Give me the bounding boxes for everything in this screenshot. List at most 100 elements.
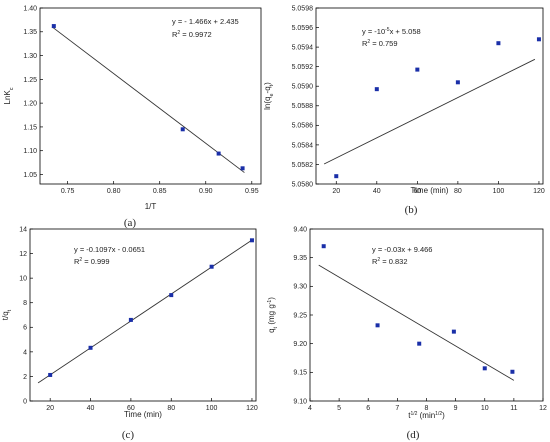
x-tick-label: 60 [127,405,135,412]
y-tick-label: 1.35 [23,29,37,36]
data-point [536,37,541,42]
y-tick-label: 5.0582 [292,162,314,169]
data-point [240,166,245,171]
x-tick-label: 40 [373,188,381,195]
x-tick-label: 40 [87,405,95,412]
data-point [417,341,422,346]
r-squared-text: R2 = 0.9972 [172,30,212,39]
y-tick-label: 9.30 [293,284,307,291]
r-squared-text: R2 = 0.999 [74,257,110,266]
equation-text: y = -0.1097x - 0.0651 [74,245,145,254]
y-tick-label: 5.0594 [292,45,314,52]
x-tick-label: 0.75 [61,188,75,195]
fit-line [323,58,536,165]
x-axis-label: Time (min) [124,410,162,419]
x-tick-label: 0.80 [107,188,121,195]
y-tick-label: 5.0596 [292,25,314,32]
y-tick-label: 9.25 [293,312,307,319]
x-tick-labels: 4 5 6 7 8 9 10 11 12 [308,405,547,412]
plot-frame [29,228,257,402]
data-point [375,323,380,328]
x-tick-label: 120 [533,188,545,195]
x-tick-label: 0.85 [153,188,167,195]
equation-text: y = - 1.466x + 2.435 [172,17,239,26]
y-tick-label: 9.10 [293,398,307,405]
y-tick-label: 1.10 [23,148,37,155]
panel-d: 4 5 6 7 8 9 10 11 12 9.10 9.15 9.20 9.25 9.30 9.35 9.4… [267,226,547,441]
y-tick-label: 5.0588 [292,103,314,110]
tick-marks [40,7,253,184]
fit-line [318,264,515,381]
data-point [334,174,339,179]
panel-label-c: (c) [122,429,135,441]
equation-text: y = -10-5x + 5.058 [362,27,421,36]
y-tick-labels: 1.05 1.10 1.15 1.20 1.25 1.30 1.35 1.40 [23,5,37,178]
plot-frame [315,7,544,185]
y-tick-label: 9.40 [293,226,307,233]
data-point [169,293,174,298]
panel-b: 20 40 60 80 100 120 5.05805.05825.05845.05865… [263,5,545,216]
x-tick-label: 20 [332,188,340,195]
y-tick-label: 5.0586 [292,123,314,130]
data-point [496,41,501,46]
y-tick-label: 9.15 [293,370,307,377]
y-tick-label: 5.0580 [292,181,314,188]
data-point [216,151,221,156]
data-point [482,366,487,371]
x-tick-label: 120 [246,405,258,412]
panel-a: 0.75 0.80 0.85 0.90 0.95 1.05 1.10 1.15 1.20 1.2… [3,5,262,229]
tick-marks [309,228,544,402]
y-axis-label: t/qt [1,309,13,320]
y-tick-label: 1.05 [23,172,37,179]
y-axis-label: ln(qe-qt) [263,82,275,110]
y-tick-label: 9.20 [293,341,307,348]
x-tick-label: 20 [46,405,54,412]
x-tick-labels: 0.75 0.80 0.85 0.90 0.95 [61,188,259,195]
x-axis-label: Time (min) [411,186,449,195]
x-tick-label: 6 [366,405,370,412]
tick-marks [30,228,253,402]
data-point [209,264,214,269]
y-tick-label: 0 [23,398,27,405]
y-tick-label: 1.30 [23,53,37,60]
y-tick-labels: 5.0580 5.0582 5.0584 5.0586 5.0588 5.0590 5.05… [292,5,314,188]
x-tick-label: 9 [454,405,458,412]
r-squared-text: R2 = 0.759 [362,39,398,48]
y-tick-label: 1.25 [23,77,37,84]
y-tick-label: 1.40 [23,5,37,12]
data-point [455,80,460,85]
y-tick-label: 8 [23,300,27,307]
x-tick-label: 10 [481,405,489,412]
x-tick-label: 4 [308,405,312,412]
x-tick-labels: 20 40 60 80 100 120 [332,188,545,195]
tick-marks [316,7,540,185]
data-points [48,238,254,377]
y-tick-label: 4 [23,349,27,356]
x-tick-label: 60 [413,188,421,195]
y-tick-label: 5.0584 [292,142,314,149]
data-point [510,369,515,374]
fit-line [37,238,255,384]
data-point [321,244,326,249]
y-tick-label: 10 [19,276,27,283]
data-points [334,37,541,179]
y-tick-label: 5.0590 [292,84,314,91]
data-point [51,24,56,29]
x-tick-label: 12 [539,405,547,412]
panel-c: 20 40 60 80 100 120 0 2 4 6 8 10 12 14 y = -0.1097x … [1,226,258,441]
y-tick-label: 5.0592 [292,64,314,71]
y-tick-label: 12 [19,251,27,258]
x-tick-label: 0.90 [199,188,213,195]
y-tick-label: 1.15 [23,124,37,131]
y-tick-label: 14 [19,226,27,233]
data-point [374,87,379,92]
y-axis-label: LnKc [3,87,15,104]
x-tick-label: 7 [395,405,399,412]
x-tick-label: 8 [425,405,429,412]
y-tick-label: 2 [23,374,27,381]
data-point [415,67,420,72]
data-point [451,329,456,334]
x-axis-label: 1/T [145,202,157,211]
r-squared-text: R2 = 0.832 [372,257,408,266]
